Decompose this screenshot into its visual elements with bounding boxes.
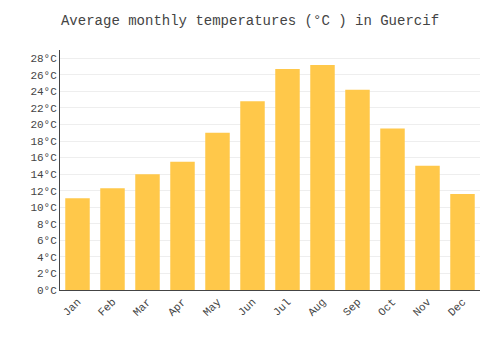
svg-text:Aug: Aug: [306, 296, 328, 318]
svg-text:Jun: Jun: [236, 296, 258, 318]
svg-text:14°C: 14°C: [30, 169, 57, 181]
svg-text:12°C: 12°C: [30, 186, 57, 198]
svg-text:May: May: [201, 296, 224, 319]
svg-text:Nov: Nov: [411, 296, 434, 319]
svg-text:0°C: 0°C: [37, 285, 57, 297]
svg-text:26°C: 26°C: [30, 70, 57, 82]
svg-text:2°C: 2°C: [37, 268, 57, 280]
svg-text:Mar: Mar: [131, 296, 153, 318]
svg-text:10°C: 10°C: [30, 202, 57, 214]
svg-text:28°C: 28°C: [30, 53, 57, 65]
svg-text:4°C: 4°C: [37, 252, 57, 264]
svg-text:Jan: Jan: [61, 296, 83, 318]
svg-text:Jul: Jul: [271, 296, 293, 318]
svg-text:Oct: Oct: [376, 296, 398, 318]
svg-text:20°C: 20°C: [30, 119, 57, 131]
svg-text:Dec: Dec: [446, 296, 468, 318]
svg-text:8°C: 8°C: [37, 219, 57, 231]
svg-text:22°C: 22°C: [30, 103, 57, 115]
svg-text:Feb: Feb: [96, 296, 118, 318]
svg-text:Apr: Apr: [166, 296, 188, 318]
svg-text:6°C: 6°C: [37, 235, 57, 247]
svg-text:18°C: 18°C: [30, 136, 57, 148]
svg-text:16°C: 16°C: [30, 152, 57, 164]
svg-text:24°C: 24°C: [30, 86, 57, 98]
svg-text:Average monthly temperatures (: Average monthly temperatures (°C ) in Gu…: [61, 13, 439, 29]
svg-text:Sep: Sep: [341, 296, 363, 318]
